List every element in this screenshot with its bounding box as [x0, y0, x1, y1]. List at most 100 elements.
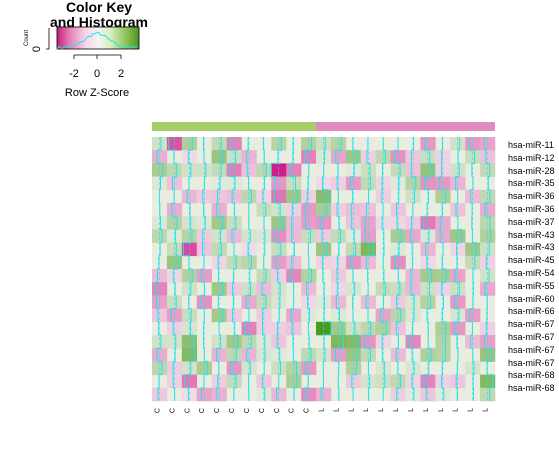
trace-line	[364, 137, 374, 401]
heatmap-cell	[211, 229, 227, 243]
heatmap-cell	[480, 374, 496, 389]
heatmap-cell	[330, 150, 347, 164]
heatmap-cell	[286, 189, 302, 204]
column-label: L	[393, 408, 400, 412]
heatmap-cell	[196, 163, 212, 177]
heatmap-cell	[166, 374, 183, 389]
heatmap-cell	[435, 163, 451, 177]
heatmap-cell	[152, 229, 168, 243]
column-label: L	[333, 408, 340, 412]
column-label: L	[453, 408, 460, 412]
heatmap-cell	[435, 335, 451, 349]
trace-line	[334, 137, 344, 401]
heatmap-cell	[301, 308, 317, 323]
heatmap-cell	[256, 374, 272, 389]
heatmap-cell	[256, 229, 272, 243]
row-label: hsa-miR-28	[508, 165, 555, 176]
trace-line	[454, 137, 462, 401]
trace-line	[484, 137, 494, 401]
heatmap-cell	[301, 189, 317, 204]
row-label: hsa-miR-36	[508, 191, 555, 202]
heatmap-cell	[390, 229, 406, 243]
heatmap-cell	[271, 163, 287, 177]
heatmap-cell	[450, 308, 466, 323]
row-label: hsa-miR-43	[508, 229, 555, 240]
heatmap-cell	[181, 163, 198, 177]
heatmap-cell	[166, 308, 183, 323]
heatmap-cell	[480, 269, 496, 283]
heatmap-cell	[360, 374, 376, 389]
heatmap-cell	[256, 163, 272, 177]
heatmap-cell	[480, 335, 496, 349]
heatmap-cell	[286, 229, 302, 243]
heatmap-cell	[286, 269, 302, 283]
heatmap-cell	[330, 308, 347, 323]
heatmap-cell	[330, 335, 347, 349]
column-label: L	[363, 408, 370, 412]
row-label: hsa-miR-66	[508, 306, 555, 317]
heatmap-cell	[360, 150, 376, 164]
heatmap-cell	[301, 229, 317, 243]
heatmap-cell	[390, 308, 406, 323]
trace-line	[155, 137, 164, 401]
heatmap-cell	[166, 335, 183, 349]
heatmap-cell	[435, 269, 451, 283]
heatmap-cell	[405, 229, 421, 243]
trace-line	[261, 137, 267, 401]
trace-line	[229, 137, 239, 401]
heatmap-cell	[375, 150, 391, 164]
trace-line	[200, 137, 208, 401]
heatmap-cell	[480, 189, 496, 204]
heatmap-cell	[480, 150, 496, 164]
heatmap-cell	[405, 163, 421, 177]
column-group-C	[152, 122, 317, 131]
column-label: L	[483, 408, 490, 412]
heatmap-cell	[271, 229, 287, 243]
column-label: C	[304, 408, 311, 413]
column-label: L	[468, 408, 475, 412]
column-label: C	[214, 408, 221, 413]
trace-line	[168, 137, 179, 401]
heatmap-cell	[166, 163, 183, 177]
heatmap-cell	[152, 269, 168, 283]
trace-line	[468, 137, 477, 401]
row-labels: hsa-miR-11 hsa-miR-12 hsa-miR-28 hsa-miR-35…	[508, 139, 555, 395]
heatmap-cell	[181, 308, 198, 323]
heatmap-cell	[345, 335, 362, 349]
heatmap-cell	[435, 229, 451, 243]
heatmap-cell	[375, 308, 391, 323]
row-label: hsa-miR-60	[508, 293, 555, 304]
heatmap-cell	[196, 229, 212, 243]
heatmap-cell	[375, 189, 391, 204]
heatmap-cell	[226, 150, 242, 164]
heatmap-cell	[256, 335, 272, 349]
heatmap-cell	[480, 163, 496, 177]
trace-line	[394, 137, 402, 401]
trace-line	[379, 137, 387, 401]
trace-line	[349, 137, 359, 401]
heatmap-cell	[211, 374, 227, 389]
heatmap-cell	[450, 229, 466, 243]
heatmap-cell	[241, 229, 257, 243]
heatmap-cell	[226, 189, 242, 204]
heatmap-cell	[226, 229, 242, 243]
heatmap-cell	[420, 374, 436, 389]
column-label: C	[154, 408, 161, 413]
column-label: C	[229, 408, 236, 413]
heatmap-cell	[465, 308, 481, 323]
trace-line	[289, 137, 298, 401]
heatmap-cell	[256, 269, 272, 283]
trace-line	[319, 137, 332, 401]
trace-line	[216, 137, 224, 401]
heatmap-cell	[390, 374, 406, 389]
heatmap-cell	[271, 269, 287, 283]
column-label: C	[169, 408, 176, 413]
heatmap-cell	[465, 335, 481, 349]
column-label: C	[244, 408, 251, 413]
heatmap-cell	[181, 269, 198, 283]
heatmap-cell	[405, 269, 421, 283]
heatmap-cell	[480, 229, 496, 243]
heatmap-cell	[405, 308, 421, 323]
